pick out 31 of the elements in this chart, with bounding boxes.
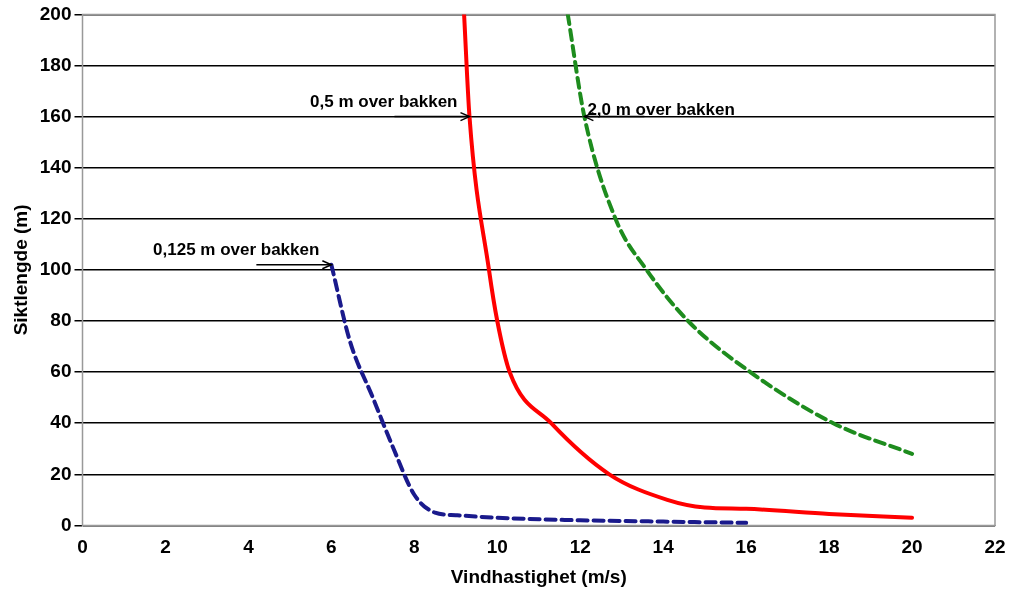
y-tick-label: 100 (39, 258, 72, 280)
y-tick-label: 40 (50, 411, 72, 433)
x-tick-label: 16 (735, 536, 757, 558)
y-tick-label: 20 (50, 462, 72, 484)
x-tick-label: 0 (77, 536, 88, 558)
annotation: 2,0 m over bakken (587, 99, 735, 119)
x-tick-label: 14 (652, 536, 675, 558)
y-tick-label: 80 (50, 309, 72, 331)
x-axis-title: Vindhastighet (m/s) (450, 565, 627, 587)
line-series (565, 14, 915, 456)
x-tick-label: 4 (243, 536, 255, 558)
x-tick-label: 6 (326, 536, 337, 558)
y-tick-label: 0 (60, 513, 72, 535)
y-axis-title: Siktlengde (m) (9, 204, 31, 336)
y-tick-label: 140 (39, 155, 72, 177)
annotation: 0,125 m over bakken (153, 239, 320, 259)
y-tick-label: 200 (39, 2, 72, 24)
x-tick-label: 20 (901, 536, 923, 558)
x-tick-label: 10 (486, 536, 508, 558)
y-tick-label: 180 (39, 53, 72, 75)
y-tick-label: 160 (39, 104, 72, 126)
line-series (462, 14, 915, 520)
y-tick-label: 60 (50, 360, 72, 382)
x-tick-label: 8 (409, 536, 420, 558)
annotation: 0,5 m over bakken (310, 91, 458, 111)
x-tick-label: 2 (160, 536, 171, 558)
x-tick-label: 22 (984, 536, 1006, 558)
x-tick-label: 18 (818, 536, 840, 558)
x-tick-label: 12 (569, 536, 591, 558)
line-series (329, 262, 749, 525)
y-tick-label: 120 (39, 207, 72, 229)
